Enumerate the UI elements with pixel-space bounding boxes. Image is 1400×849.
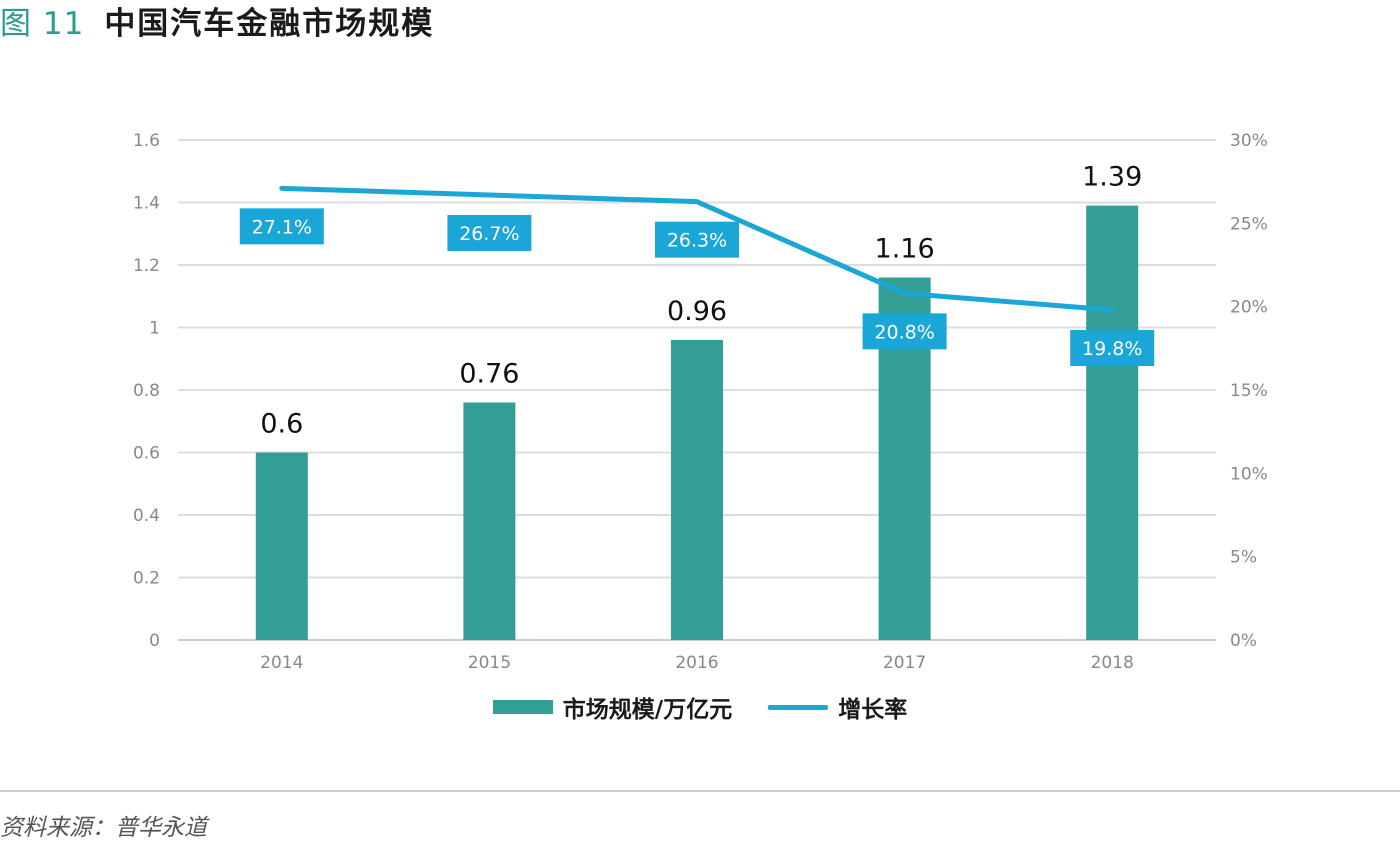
figure-header: 图 11 中国汽车金融市场规模 [0,0,435,42]
bar-value-label: 0.96 [667,296,727,327]
x-tick-label: 2016 [675,653,718,673]
bar [463,402,516,640]
figure-number: 图 11 [0,5,85,42]
legend-bar-swatch [492,700,553,714]
line-value-labels: 27.1% 26.7% 26.3% 20.8% 19.8% [239,208,1155,366]
source-note: 资料来源：普华永道 [0,815,207,841]
growth-label-box [239,208,324,245]
growth-label-box [655,221,739,258]
growth-label-box [447,215,532,251]
left-axis-ticks: 0 0.2 0.4 0.6 0.8 1 1.2 1.4 1.6 [133,131,160,651]
bar-series [255,205,1139,640]
left-tick-label: 0.8 [133,381,160,401]
left-tick-label: 0.2 [133,569,160,589]
chart-legend: 市场规模/万亿元 增长率 [0,690,1400,724]
bar-value-label: 1.39 [1082,162,1142,193]
growth-value-label: 26.3% [667,230,727,252]
left-tick-label: 1 [149,319,160,339]
legend-item-line: 增长率 [768,690,907,724]
right-tick-label: 10% [1230,464,1268,484]
left-tick-label: 0 [149,631,160,651]
growth-line [279,185,1115,313]
chart-title: 中国汽车金融市场规模 [104,5,435,42]
growth-label-box [862,313,947,350]
right-tick-label: 5% [1230,548,1257,568]
x-axis-ticks: 2014 2015 2016 2017 2018 [260,653,1134,673]
bar [255,452,308,640]
right-tick-label: 20% [1230,298,1268,318]
legend-line-label: 增长率 [838,697,908,723]
footer-divider [0,790,1400,792]
growth-value-label: 20.8% [874,321,934,343]
right-axis-ticks: 0% 5% 10% 15% 20% 25% 30% [1230,131,1268,651]
legend-line-swatch [768,704,829,710]
x-tick-label: 2015 [468,653,511,673]
growth-value-label: 26.7% [459,223,519,245]
growth-label-box [1070,330,1155,366]
left-tick-label: 0.6 [133,444,160,464]
right-tick-label: 15% [1230,381,1268,401]
x-tick-label: 2018 [1091,653,1134,673]
chart-svg: 0 0.2 0.4 0.6 0.8 1 1.2 1.4 1.6 0% 5% 10% 15% 20% 25%… [133,131,1268,673]
bar [1086,205,1139,640]
growth-value-label: 27.1% [252,216,312,238]
right-tick-label: 0% [1230,631,1257,651]
left-tick-label: 1.6 [133,131,160,151]
growth-value-label: 19.8% [1082,338,1142,360]
left-tick-label: 1.4 [133,194,160,214]
right-tick-label: 25% [1230,214,1268,234]
legend-item-bar: 市场规模/万亿元 [492,690,733,724]
bar [671,340,723,640]
x-tick-label: 2014 [260,653,303,673]
line-series [279,185,1115,313]
x-tick-label: 2017 [883,653,926,673]
legend-bar-label: 市场规模/万亿元 [562,697,733,723]
left-tick-label: 1.2 [133,256,160,276]
bar-value-label: 1.16 [875,234,935,265]
left-tick-label: 0.4 [133,506,160,526]
bar-value-label: 0.6 [260,409,303,440]
right-tick-label: 30% [1230,131,1268,151]
bar-value-labels: 0.6 0.76 0.96 1.16 1.39 [260,162,1142,440]
bar-value-label: 0.76 [459,359,519,390]
